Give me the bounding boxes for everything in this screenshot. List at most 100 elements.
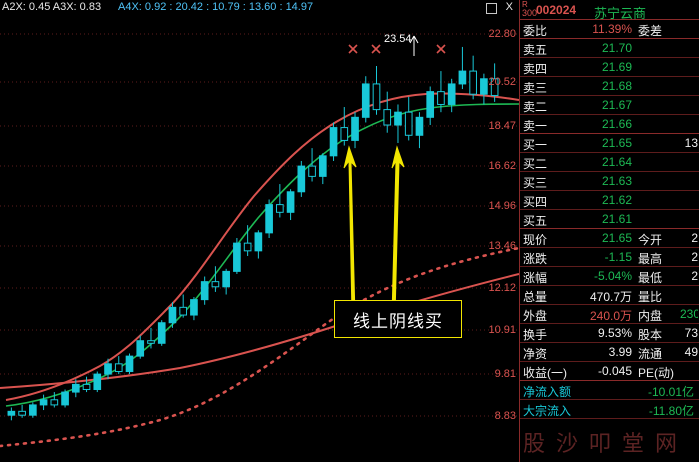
support-line — [0, 273, 519, 389]
stat-label-open: 今开 — [638, 233, 663, 247]
candle — [297, 160, 306, 197]
price-pointer — [409, 35, 419, 56]
candle — [50, 392, 59, 408]
stock-code[interactable]: 002024 — [536, 3, 577, 17]
ask-price-1: 21.66 — [601, 117, 632, 131]
candle — [437, 71, 445, 113]
candle — [383, 91, 392, 133]
dotted-band-line — [0, 246, 519, 448]
x-markers — [348, 44, 446, 54]
candle — [243, 225, 252, 256]
stat-row-volume: 总量 470.7万 量比 — [520, 286, 699, 305]
quote-header: R 300 002024 苏宁云商 — [520, 0, 699, 21]
stat-label-shares: 股本 — [638, 328, 663, 342]
bid-label-4: 买四 — [523, 195, 548, 209]
candle — [61, 389, 69, 408]
candle — [458, 46, 467, 90]
y-tick-7: 10.91 — [488, 324, 516, 336]
ask-label-1: 卖一 — [523, 119, 548, 133]
stat-label-price: 现价 — [523, 233, 548, 247]
indicator-a2x-a3x: A2X: 0.45 A3X: 0.83 — [2, 1, 102, 13]
flow-label-block: 大宗流入 — [523, 404, 572, 418]
bid-row-2: 买二 21.64 — [520, 153, 699, 172]
bid-vol-1: 13 — [684, 136, 698, 150]
ma-short-line — [5, 92, 519, 401]
ask-label-5: 卖五 — [523, 43, 548, 57]
stat-label-float: 流通 — [638, 347, 663, 361]
candle — [147, 327, 155, 349]
candle — [426, 86, 435, 126]
bid-row-3: 买三 21.63 — [520, 172, 699, 191]
candle — [200, 276, 209, 305]
candlestick-svg — [0, 33, 519, 448]
candle — [286, 189, 295, 221]
market-flag-letter: R — [522, 0, 528, 9]
bid-label-5: 买五 — [523, 214, 548, 228]
stat-label-high: 最高 — [638, 252, 663, 266]
bid-price-3: 21.63 — [601, 174, 632, 188]
ask-price-5: 21.70 — [601, 41, 632, 55]
stat-label-inner: 内盘 — [638, 309, 663, 323]
stat-label-pct: 涨幅 — [523, 271, 548, 285]
y-tick-8: 9.81 — [494, 368, 516, 380]
candle — [480, 73, 488, 105]
candlestick-plot: 22.80 20.52 18.47 16.62 14.96 13.46 12.1… — [0, 16, 519, 462]
ask-price-3: 21.68 — [601, 79, 632, 93]
bid-row-5: 买五 21.61 — [520, 210, 699, 229]
indicator-a4x: A4X: 0.92 : 20.42 : 10.79 : 13.60 : 14.9… — [118, 1, 314, 13]
market-flag-sub: 300 — [522, 8, 538, 18]
candle — [329, 122, 338, 161]
candle — [71, 379, 80, 398]
ask-row-1: 卖一 21.66 — [520, 115, 699, 134]
stat-label-volume: 总量 — [523, 290, 548, 304]
candle — [168, 302, 177, 328]
candle — [211, 266, 220, 292]
stock-name[interactable]: 苏宁云商 — [594, 6, 647, 21]
ratio-row: 委比 11.39% 委差 — [520, 20, 699, 39]
ask-price-4: 21.69 — [601, 60, 632, 74]
ask-price-2: 21.67 — [601, 98, 632, 112]
ratio-value: 11.39% — [592, 22, 632, 36]
candle — [114, 356, 123, 375]
candle — [157, 320, 166, 346]
watermark-text: 股 沙 叩 堂 网 — [523, 432, 679, 457]
flow-value-net: -10.01亿 — [647, 385, 694, 399]
candle — [93, 371, 102, 393]
ask-label-2: 卖二 — [523, 100, 548, 114]
flow-value-block: -11.80亿 — [648, 404, 694, 418]
candle — [308, 148, 316, 182]
ask-row-5: 卖五 21.70 — [520, 39, 699, 58]
price-callout: 23.54 — [384, 33, 412, 45]
stat-row-change: 涨跌 -1.15 最高 2 — [520, 248, 699, 267]
bid-row-1: 买一 21.65 13 — [520, 134, 699, 153]
close-icon[interactable]: X — [505, 1, 513, 13]
stat-value-low: 2 — [691, 269, 698, 283]
stat-row-netasset: 净资 3.99 流通 49 — [520, 343, 699, 362]
stat-label-change: 涨跌 — [523, 252, 548, 266]
candle — [104, 358, 112, 380]
y-tick-0: 22.80 — [488, 28, 516, 40]
candle — [222, 268, 230, 295]
bid-label-2: 买二 — [523, 157, 548, 171]
candle — [233, 238, 241, 274]
candle — [372, 65, 381, 115]
stat-value-change: -1.15 — [604, 250, 632, 264]
candle — [415, 112, 424, 149]
watermark: 股 沙 叩 堂 网 — [519, 420, 699, 462]
flow-row-net: 净流入额 -10.01亿 — [520, 381, 699, 400]
candle — [254, 230, 263, 259]
candle — [82, 376, 91, 393]
maximize-icon[interactable] — [486, 3, 497, 14]
stat-label-turnover: 换手 — [523, 328, 548, 342]
annotation-box: 线上阴线买 — [334, 300, 462, 338]
candle — [179, 294, 188, 318]
ma-mid-line — [5, 103, 519, 407]
stat-value-float: 49 — [684, 345, 698, 359]
y-tick-1: 20.52 — [488, 76, 516, 88]
y-tick-6: 12.12 — [488, 282, 516, 294]
stat-row-eps: 收益(一) -0.045 PE(动) — [520, 362, 699, 381]
candle — [490, 63, 499, 102]
candle — [404, 96, 413, 141]
candle — [39, 394, 48, 411]
flow-row-block: 大宗流入 -11.80亿 — [520, 400, 699, 419]
